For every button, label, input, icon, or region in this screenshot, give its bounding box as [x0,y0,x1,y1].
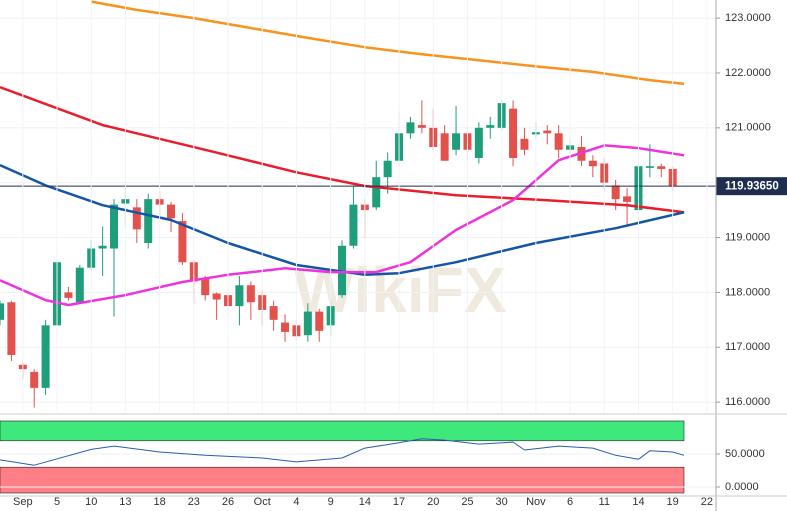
candle-body [30,371,39,388]
candle-body [212,293,221,300]
candle-body [144,199,153,244]
moving-average [90,0,685,86]
indicator-line [0,438,685,466]
candle-body [657,166,666,169]
candle-body [75,267,84,303]
x-tick-label: 22 [701,496,713,508]
candle-body [269,306,278,320]
candle-body [98,245,107,249]
candle-body [132,207,141,230]
candle-body [588,160,597,167]
x-tick-label: 13 [119,496,131,508]
candle-body [167,204,176,219]
y-tick-label: 117.0000 [725,341,770,353]
x-tick-label: 6 [567,496,573,508]
x-tick-label: Oct [254,496,271,508]
candle-body [452,133,461,150]
upper-band [0,420,685,442]
x-tick-label: 14 [359,496,371,508]
candle-body [41,325,50,388]
x-tick-label: 11 [599,496,610,508]
lower-band [0,466,685,494]
candle-body [372,177,381,208]
candle-body [417,125,426,128]
y-tick-label: 123.0000 [725,12,771,24]
candle-body [315,311,324,331]
candle-body [623,196,632,202]
candle-body [110,204,119,249]
candle-body [281,322,290,332]
y-tick-label: 0.0000 [725,481,759,493]
x-tick-label: 23 [188,496,200,508]
candle-body [349,204,358,246]
x-tick-label: 18 [153,496,165,508]
candle-body [611,185,620,200]
y-tick-label: 121.0000 [725,122,771,134]
candle-body [645,166,654,168]
candle-body [554,133,563,150]
x-tick-label: 9 [328,496,334,508]
candle-body [178,221,187,263]
x-tick-label: 4 [293,496,299,508]
x-tick-label: 26 [222,496,234,508]
x-tick-label: Nov [526,496,546,508]
candle-body [543,130,552,134]
candle-body [474,127,483,158]
x-tick-label: Sep [13,496,33,508]
y-tick-label: 116.0000 [725,396,770,408]
x-tick-label: 20 [427,496,439,508]
candle-body [383,160,392,178]
candle-body [406,122,415,134]
x-tick-label: 19 [667,496,679,508]
candle-body [235,285,244,307]
candle-body [520,138,529,150]
x-tick-label: 25 [461,496,473,508]
candle-body [201,278,210,296]
candle-body [0,303,4,320]
x-tick-label: 30 [496,496,508,508]
candle-body [486,125,495,128]
last-price-label: 119.93650 [725,181,779,193]
y-tick-label: 119.0000 [725,231,770,243]
x-tick-label: 14 [632,496,644,508]
y-tick-label: 50.0000 [725,448,765,460]
candle-body [303,311,312,336]
moving-average [0,144,685,307]
candle-body [7,302,16,355]
candle-body [440,133,449,161]
x-tick-label: 10 [85,496,97,508]
y-tick-label: 118.0000 [725,286,770,298]
x-tick-label: 5 [54,496,60,508]
last-price-box [716,177,787,196]
candle-body [246,285,255,303]
candle-body [509,108,518,158]
candle-body [64,292,73,298]
x-tick-label: 17 [393,496,405,508]
y-tick-label: 122.0000 [725,67,771,79]
